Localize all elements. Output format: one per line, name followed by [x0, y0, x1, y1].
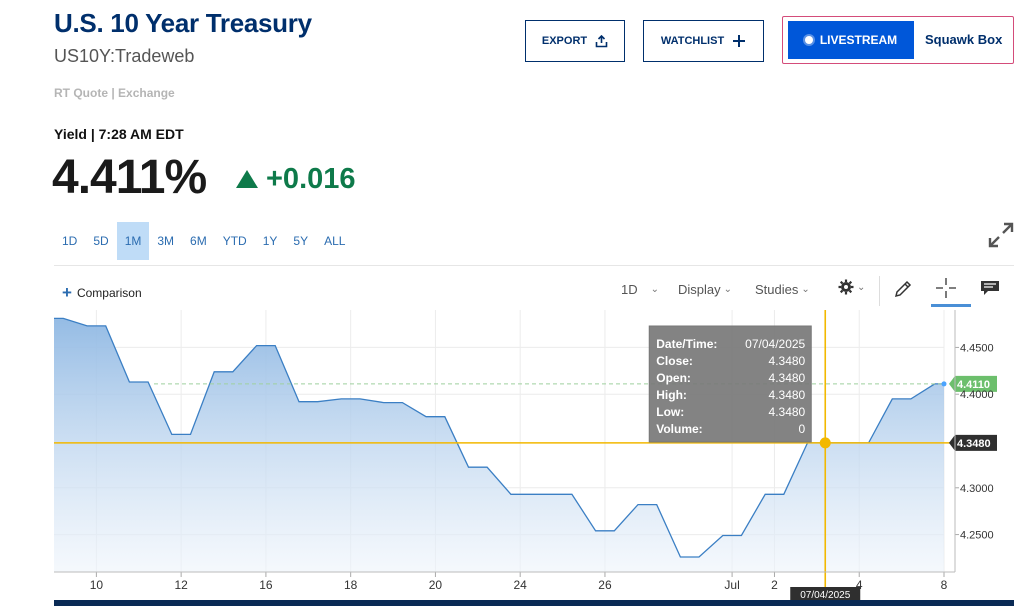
x-tick-label: 16 — [259, 578, 273, 592]
settings-icon — [838, 279, 854, 295]
up-arrow-icon — [236, 170, 258, 188]
range-tab-5d[interactable]: 5D — [93, 234, 109, 248]
quote-source: RT Quote | Exchange — [54, 86, 175, 100]
x-tick-label: Jul — [724, 578, 739, 592]
area-fill — [54, 318, 944, 572]
active-tool-indicator — [931, 304, 971, 307]
divider — [54, 265, 1014, 266]
interval-label: 1D — [621, 282, 638, 297]
x-tick-label: 26 — [598, 578, 612, 592]
livestream-button[interactable]: LIVESTREAM — [788, 21, 914, 59]
crosshair-value-label: 4.3480 — [957, 438, 991, 450]
pencil-icon[interactable] — [893, 279, 913, 299]
tooltip-value: 4.3480 — [769, 405, 806, 419]
tooltip-label: Volume: — [656, 422, 702, 436]
data-tooltip — [648, 325, 812, 443]
squawk-box-link[interactable]: Squawk Box — [925, 32, 1003, 47]
range-tabs: 1D 5D 1M 3M 6M YTD 1Y 5Y ALL — [54, 222, 353, 260]
chevron-down-icon: ⌄ — [801, 284, 810, 295]
yield-timestamp: Yield | 7:28 AM EDT — [54, 126, 184, 142]
crosshair-point — [819, 437, 831, 449]
range-tab-3m[interactable]: 3M — [157, 234, 175, 248]
y-tick-label: 4.4000 — [960, 389, 994, 401]
y-tick-label: 4.4500 — [960, 342, 994, 354]
watchlist-label: WATCHLIST — [660, 35, 725, 47]
interval-dropdown[interactable]: 1D ⌄ — [621, 282, 659, 297]
x-tick-label: 10 — [90, 578, 104, 592]
comparison-button[interactable]: + Comparison — [62, 283, 142, 303]
export-button[interactable]: EXPORT — [525, 20, 625, 62]
x-tick-label: 24 — [514, 578, 528, 592]
bottom-bar — [54, 600, 1014, 606]
divider — [879, 276, 880, 306]
series-line — [54, 317, 944, 558]
range-tab-1d[interactable]: 1D — [62, 234, 78, 248]
plus-icon: + — [62, 283, 72, 302]
crosshair-date-label: 07/04/2025 — [800, 590, 850, 601]
live-dot-icon — [804, 36, 813, 44]
range-tab-5y[interactable]: 5Y — [293, 234, 309, 248]
x-tick-label: 20 — [429, 578, 443, 592]
range-tab-6m[interactable]: 6M — [190, 234, 207, 248]
tooltip-label: High: — [656, 388, 687, 402]
export-label: EXPORT — [541, 35, 588, 47]
chevron-down-icon: ⌄ — [723, 284, 733, 295]
page-title: U.S. 10 Year Treasury — [54, 8, 312, 38]
range-tab-1y[interactable]: 1Y — [262, 234, 278, 248]
tooltip-value: 4.3480 — [769, 354, 806, 368]
last-point — [941, 381, 947, 387]
expand-icon[interactable] — [986, 220, 1016, 250]
range-tab-all[interactable]: ALL — [324, 234, 346, 248]
last-price: 4.411% — [52, 151, 207, 204]
ticker-symbol: US10Y:Tradeweb — [54, 46, 195, 66]
x-tick-label: 2 — [771, 578, 778, 592]
current-value-tag — [949, 375, 997, 392]
x-tick-label: 12 — [174, 578, 188, 592]
range-tab-1m[interactable]: 1M — [116, 222, 150, 260]
tooltip-value: 0 — [799, 422, 806, 436]
current-value-label: 4.4110 — [957, 379, 990, 391]
x-tick-label: 4 — [856, 578, 863, 592]
tooltip-label: Date/Time: — [656, 337, 717, 351]
livestream-widget: LIVESTREAM Squawk Box — [782, 16, 1014, 64]
x-tick-label: 18 — [344, 578, 358, 592]
tooltip-label: Close: — [656, 354, 693, 368]
display-dropdown[interactable]: Display ⌄ — [678, 282, 732, 297]
tooltip-value: 4.3480 — [769, 388, 806, 402]
crosshair-value-tag — [949, 434, 997, 451]
studies-label: Studies — [755, 282, 799, 297]
watchlist-button[interactable]: WATCHLIST — [643, 20, 764, 62]
tooltip-value: 07/04/2025 — [745, 337, 805, 351]
share-icon — [595, 34, 608, 47]
livestream-label: LIVESTREAM — [819, 33, 898, 47]
studies-dropdown[interactable]: Studies ⌄ — [755, 282, 810, 297]
range-tab-ytd[interactable]: YTD — [222, 234, 247, 248]
tooltip-label: Open: — [656, 371, 691, 385]
settings-button[interactable]: ⌄ — [838, 279, 865, 295]
chevron-down-icon: ⌄ — [650, 284, 660, 295]
x-tick-label: 8 — [941, 578, 948, 592]
crosshair-date-tag — [790, 587, 861, 601]
chat-icon[interactable] — [980, 280, 1000, 296]
tooltip-label: Low: — [656, 405, 684, 419]
plus-icon — [733, 35, 746, 47]
price-change: +0.016 — [266, 163, 356, 195]
y-tick-label: 4.2500 — [960, 530, 994, 542]
tooltip-value: 4.3480 — [769, 371, 806, 385]
crosshair-icon[interactable] — [935, 277, 957, 299]
comparison-label: Comparison — [76, 286, 142, 300]
y-tick-label: 4.3000 — [960, 483, 994, 495]
display-label: Display — [678, 282, 721, 297]
chevron-down-icon: ⌄ — [857, 281, 866, 293]
